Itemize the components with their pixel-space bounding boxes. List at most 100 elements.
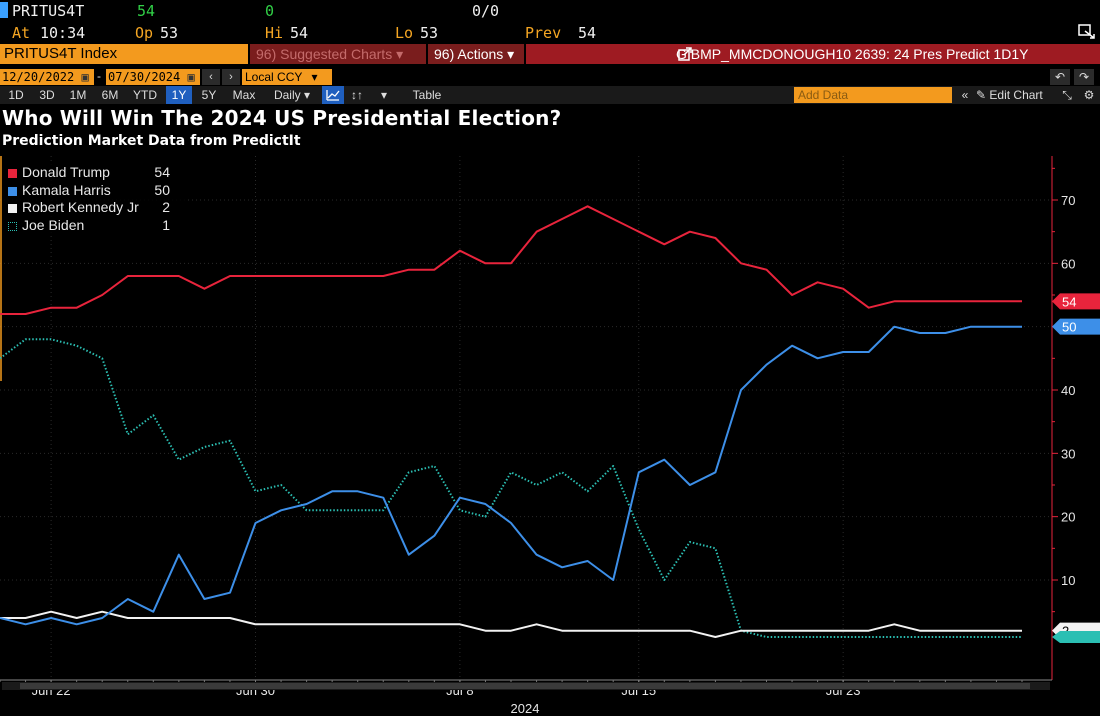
last-price: 54 <box>137 2 156 20</box>
last-value-tag: 50 <box>1052 318 1100 335</box>
gear-icon: ⚙ <box>1083 88 1095 102</box>
resize-icon: ⤡ <box>1062 88 1072 102</box>
last-value-tag-bg <box>1052 631 1100 643</box>
legend-swatch <box>8 169 17 178</box>
date-range-row: 12/20/2022 ▣ - 07/30/2024 ▣ ‹ › Local CC… <box>0 68 1100 86</box>
suggested-charts-label: 96) Suggested Charts <box>256 46 393 62</box>
chevron-down-icon: ▾ <box>380 88 388 102</box>
legend-value: 54 <box>154 164 170 180</box>
period-6m[interactable]: 6M <box>101 88 119 102</box>
range-separator: - <box>97 69 101 83</box>
chart-legend: Donald Trump 54 Kamala Harris 50 Robert Kenn… <box>4 164 186 234</box>
actions-label: 96) Actions <box>434 46 504 62</box>
legend-value: 2 <box>162 199 170 215</box>
ticker-color-tab <box>0 2 8 18</box>
chevron-down-icon: ▾ <box>396 46 404 62</box>
calendar-icon[interactable]: ▣ <box>187 70 195 84</box>
last-value-tag <box>1052 631 1100 643</box>
edit-chart-button[interactable]: ✎ Edit Chart <box>976 86 1043 104</box>
collapse-button[interactable]: « <box>956 86 974 104</box>
candle-chart-type-button[interactable]: ↕↑ <box>346 86 368 104</box>
legend-swatch <box>8 221 17 231</box>
x-scrollbar-thumb <box>20 683 1030 689</box>
table-button[interactable]: Table <box>412 88 442 102</box>
add-data-input[interactable]: Add Data <box>794 87 952 103</box>
settings-button[interactable]: ⚙ <box>1080 86 1098 104</box>
last-value-tag: 54 <box>1052 293 1100 310</box>
start-date-field[interactable]: 12/20/2022 ▣ <box>0 69 94 85</box>
legend-item[interactable]: Robert Kennedy Jr 2 <box>4 199 186 217</box>
y-tick-label: 40 <box>1061 383 1075 398</box>
expand-button[interactable]: ⤡ <box>1058 86 1076 104</box>
command-bar: PRITUS4T Index 96) Suggested Charts ▾ 96… <box>0 44 1100 64</box>
low-value: 53 <box>420 24 439 42</box>
legend-label: Joe Biden <box>22 216 85 233</box>
period-ytd[interactable]: YTD <box>133 88 157 102</box>
y-tick-label: 70 <box>1061 193 1075 208</box>
time-value: 10:34 <box>40 24 86 42</box>
y-tick-label: 20 <box>1061 510 1075 525</box>
period-max[interactable]: Max <box>232 88 256 102</box>
period-toolbar: 1D 3D 1M 6M YTD 1Y 5Y Max Daily ▾ ↕↑ ▾ T… <box>0 86 1100 104</box>
popout-icon[interactable] <box>1078 24 1096 40</box>
suggested-charts-button[interactable]: 96) Suggested Charts ▾ <box>250 44 426 64</box>
frequency-label: Daily <box>273 88 301 102</box>
double-chevron-left-icon: « <box>961 88 969 102</box>
last-value-tag-label: 54 <box>1062 294 1076 309</box>
open-label: Op <box>135 24 154 42</box>
redo-button[interactable]: ↷ <box>1074 69 1094 85</box>
legend-item[interactable]: Kamala Harris 50 <box>4 182 186 200</box>
high-label: Hi <box>265 24 284 42</box>
period-1d[interactable]: 1D <box>8 88 24 102</box>
chevron-down-icon: ▾ <box>303 88 311 102</box>
last-value-tag-label: 50 <box>1062 320 1076 335</box>
ticker-symbol[interactable]: PRITUS4T <box>12 2 85 20</box>
chart-type-dropdown[interactable]: ▾ <box>376 86 392 104</box>
period-1y[interactable]: 1Y <box>166 86 192 104</box>
undo-button[interactable]: ↶ <box>1050 69 1070 85</box>
chart-subtitle: Prediction Market Data from PredictIt <box>2 133 301 149</box>
y-tick-label: 30 <box>1061 446 1075 461</box>
y-tick-label: 10 <box>1061 573 1075 588</box>
frequency-select[interactable]: Daily ▾ <box>264 86 320 104</box>
series-line-joe-biden <box>0 338 1022 638</box>
line-chart-type-button[interactable] <box>322 86 344 104</box>
currency-label: Local CCY <box>245 70 303 84</box>
series-line-robert-kennedy-jr <box>0 610 1022 638</box>
redo-icon: ↷ <box>1078 70 1090 84</box>
period-5y[interactable]: 5Y <box>201 88 217 102</box>
prev-value: 54 <box>578 24 597 42</box>
share-arrow-icon[interactable] <box>678 44 692 66</box>
period-1m[interactable]: 1M <box>69 88 87 102</box>
edit-chart-label: Edit Chart <box>989 88 1043 102</box>
high-value: 54 <box>290 24 309 42</box>
net-change: 0 <box>265 2 275 20</box>
prev-period-button[interactable]: ‹ <box>202 69 220 85</box>
volume: 0/0 <box>472 2 500 20</box>
open-value: 53 <box>160 24 179 42</box>
chevron-down-icon: ▾ <box>311 70 318 84</box>
x-year-label: 2024 <box>511 701 540 716</box>
legend-swatch <box>8 186 17 196</box>
chart-title-text: G BMP_MMCDONOUGH10 2639: 24 Pres Predict… <box>676 46 1029 62</box>
next-period-button[interactable]: › <box>222 69 240 85</box>
y-tick-label: 60 <box>1061 256 1075 271</box>
series-line-kamala-harris <box>0 325 1022 626</box>
legend-item[interactable]: Donald Trump 54 <box>4 164 186 182</box>
legend-label: Donald Trump <box>22 164 110 180</box>
legend-label: Kamala Harris <box>22 181 111 198</box>
series-line-donald-trump <box>0 205 1022 315</box>
last-value-tag-bg <box>1052 318 1100 335</box>
calendar-icon[interactable]: ▣ <box>81 70 89 84</box>
actions-button[interactable]: 96) Actions ▾ <box>428 44 524 64</box>
chart-title: Who Will Win The 2024 US Presidential El… <box>2 106 562 130</box>
security-field[interactable]: PRITUS4T Index <box>0 44 248 64</box>
end-date-field[interactable]: 07/30/2024 ▣ <box>106 69 200 85</box>
currency-select[interactable]: Local CCY ▾ <box>242 69 332 85</box>
end-date-text: 07/30/2024 <box>108 70 181 84</box>
period-3d[interactable]: 3D <box>39 88 55 102</box>
low-label: Lo <box>395 24 414 42</box>
legend-item[interactable]: Joe Biden 1 <box>4 217 186 235</box>
last-value-tag-bg <box>1052 293 1100 310</box>
